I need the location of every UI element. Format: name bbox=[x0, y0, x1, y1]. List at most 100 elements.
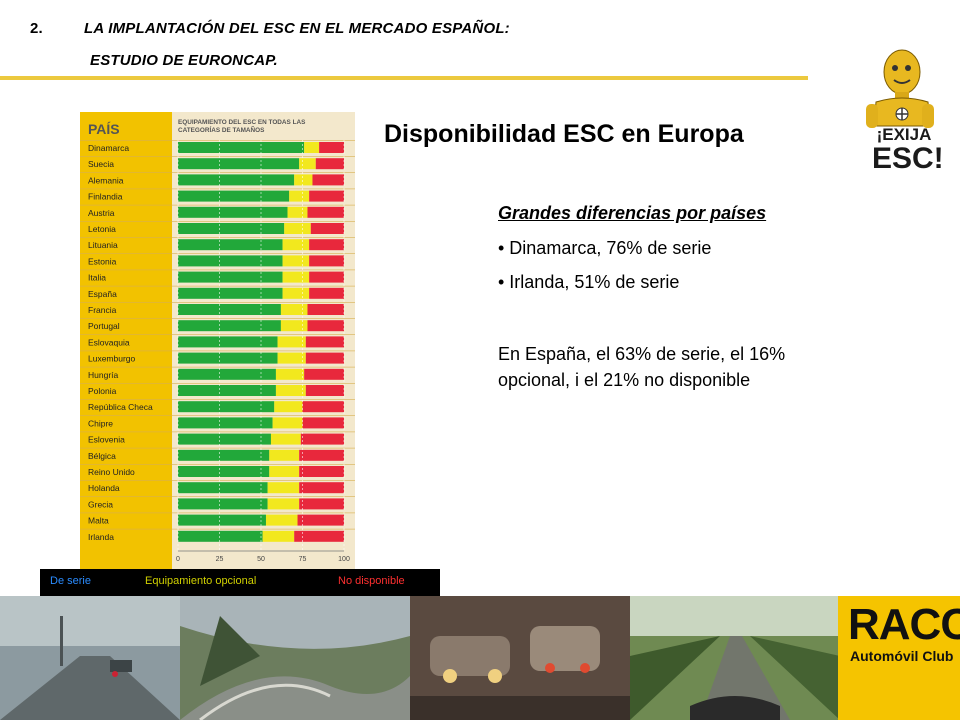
racc-logo: RACC Automóvil Club bbox=[838, 596, 960, 720]
country-label: Francia bbox=[88, 305, 117, 315]
country-label: Estonia bbox=[88, 256, 117, 266]
row-divider bbox=[80, 399, 355, 400]
esc-chart: Dinamarca Suecia Alemania Finlandia Austria L… bbox=[80, 112, 355, 570]
row-divider bbox=[80, 496, 355, 497]
crash-test-dummy-icon bbox=[866, 49, 934, 128]
legend-no-disponible: No disponible bbox=[338, 575, 405, 587]
country-label: Letonia bbox=[88, 224, 116, 234]
bar-opcional bbox=[289, 190, 310, 202]
bar-opcional bbox=[282, 239, 310, 251]
bar-no-disponible bbox=[305, 336, 344, 348]
mascot-slogan: ¡EXIJA ESC! bbox=[872, 125, 944, 174]
bar-opcional bbox=[304, 142, 320, 153]
bar-serie bbox=[178, 271, 283, 283]
bullet-irlanda: • Irlanda, 51% de serie bbox=[498, 272, 680, 292]
bar-opcional bbox=[277, 336, 306, 348]
section-number: 2. bbox=[30, 20, 43, 37]
bar-no-disponible bbox=[299, 482, 344, 494]
country-label: Hungría bbox=[88, 370, 119, 380]
country-label: Irlanda bbox=[88, 532, 114, 542]
bar-serie bbox=[178, 239, 283, 251]
bar-opcional bbox=[280, 320, 308, 332]
bar-no-disponible bbox=[304, 368, 344, 380]
row-divider bbox=[80, 480, 355, 481]
bar-serie bbox=[178, 287, 283, 299]
bar-opcional bbox=[287, 206, 308, 218]
bar-opcional bbox=[267, 498, 300, 510]
bar-no-disponible bbox=[299, 449, 344, 461]
bullet-dinamarca: • Dinamarca, 76% de serie bbox=[498, 238, 712, 258]
row-divider bbox=[80, 512, 355, 514]
bar-opcional bbox=[272, 417, 303, 429]
bar-serie bbox=[178, 174, 295, 186]
chart-value-header: EQUIPAMIENTO DEL ESC EN TODAS LAS CATEGOR… bbox=[178, 119, 306, 134]
chart-legend: De serie Equipamiento opcional No dispon… bbox=[40, 569, 440, 599]
bar-serie bbox=[178, 482, 268, 494]
row-divider bbox=[80, 188, 355, 190]
bar-serie bbox=[178, 190, 290, 202]
bar-no-disponible bbox=[309, 190, 344, 202]
country-label: Finlandia bbox=[88, 192, 123, 202]
bar-opcional bbox=[265, 514, 298, 526]
bar-serie bbox=[178, 158, 300, 170]
mountain-road-photo bbox=[180, 596, 410, 720]
bar-opcional bbox=[269, 466, 300, 477]
bar-serie bbox=[178, 449, 270, 461]
bar-opcional bbox=[294, 174, 313, 186]
row-divider bbox=[80, 221, 355, 222]
racc-logo-subtitle: Automóvil Club bbox=[850, 648, 954, 664]
bar-serie bbox=[178, 514, 266, 526]
row-divider bbox=[80, 383, 355, 384]
row-divider bbox=[80, 204, 355, 206]
photo-strip bbox=[0, 596, 960, 720]
slide-title: Disponibilidad ESC en Europa bbox=[384, 120, 744, 148]
row-divider bbox=[80, 156, 355, 157]
row-divider bbox=[80, 334, 355, 335]
bar-no-disponible bbox=[309, 239, 344, 251]
legend-serie: De serie bbox=[50, 575, 91, 587]
bar-serie bbox=[178, 417, 273, 429]
slogan-line1: ¡EXIJA bbox=[876, 125, 932, 144]
bar-opcional bbox=[282, 271, 310, 283]
country-label: Grecia bbox=[88, 499, 113, 509]
bar-serie bbox=[178, 401, 275, 413]
bar-opcional bbox=[275, 385, 306, 396]
country-label: Italia bbox=[88, 273, 106, 283]
bar-serie bbox=[178, 530, 263, 542]
bar-no-disponible bbox=[307, 206, 344, 218]
bar-serie bbox=[178, 466, 270, 477]
x-tick-label: 0 bbox=[176, 556, 180, 563]
row-divider bbox=[80, 302, 355, 303]
bar-serie bbox=[178, 320, 281, 332]
row-divider bbox=[80, 447, 355, 449]
country-label: Lituania bbox=[88, 240, 118, 250]
bar-no-disponible bbox=[300, 433, 344, 445]
country-label: Austria bbox=[88, 208, 115, 218]
country-label: Eslovenia bbox=[88, 435, 125, 445]
bar-serie bbox=[178, 206, 288, 218]
country-label: España bbox=[88, 289, 117, 299]
country-label: Suecia bbox=[88, 159, 114, 169]
bar-no-disponible bbox=[309, 287, 344, 299]
bar-opcional bbox=[262, 530, 295, 542]
bar-opcional bbox=[275, 368, 305, 380]
x-tick-label: 50 bbox=[257, 556, 265, 563]
row-divider bbox=[80, 269, 355, 271]
country-column bbox=[80, 112, 172, 570]
spain-paragraph: En España, el 63% de serie, el 16% opcio… bbox=[498, 344, 786, 390]
bar-no-disponible bbox=[297, 514, 344, 526]
bar-serie bbox=[178, 223, 285, 234]
row-divider bbox=[80, 366, 355, 368]
bar-no-disponible bbox=[310, 223, 344, 234]
bar-opcional bbox=[280, 304, 308, 315]
country-label: Chipre bbox=[88, 418, 113, 428]
bar-no-disponible bbox=[319, 142, 344, 153]
foggy-road-photo bbox=[0, 596, 180, 720]
bar-no-disponible bbox=[309, 255, 344, 267]
racc-logo-name: RACC bbox=[848, 600, 960, 649]
country-label: Portugal bbox=[88, 321, 120, 331]
bar-serie bbox=[178, 498, 268, 510]
row-divider bbox=[80, 415, 355, 416]
bar-serie bbox=[178, 304, 281, 315]
bar-no-disponible bbox=[307, 320, 344, 332]
